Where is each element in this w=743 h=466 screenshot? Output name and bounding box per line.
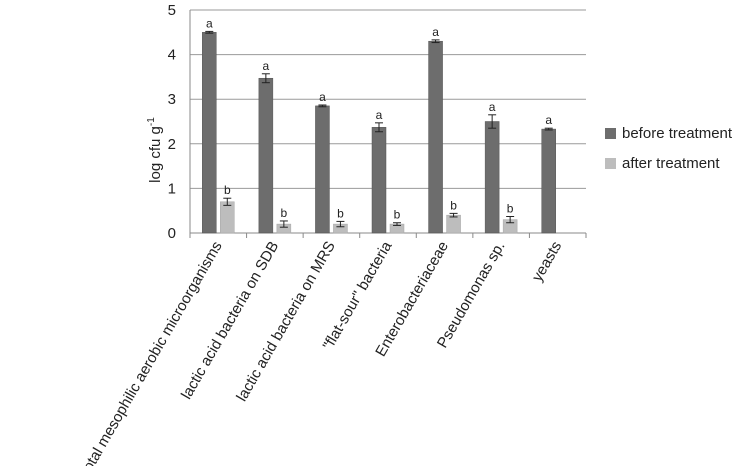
significance-label: a	[206, 16, 213, 30]
significance-label: b	[337, 206, 344, 220]
significance-label: b	[450, 198, 457, 212]
error-bar	[375, 122, 383, 133]
significance-label: a	[545, 113, 552, 127]
bar-before-4	[428, 40, 443, 234]
bar-after-4	[446, 214, 461, 234]
bar-before-0	[202, 32, 217, 234]
gridlines	[190, 9, 586, 189]
significance-label: a	[263, 59, 270, 73]
legend-label-0: before treatment	[622, 125, 733, 142]
error-bar	[431, 39, 440, 44]
error-bar	[506, 215, 515, 224]
bar-before-6	[541, 128, 556, 234]
x-category-label: yeasts	[529, 239, 565, 285]
legend-swatch-0	[605, 128, 616, 139]
y-tick-label: 0	[168, 225, 176, 242]
significance-label: b	[281, 206, 288, 220]
x-category-label: lactic acid bacteria on SDB	[178, 239, 282, 403]
y-tick-label: 5	[168, 2, 176, 19]
significance-label: b	[224, 183, 231, 197]
legend-swatch-1	[605, 158, 616, 169]
category-labels: total mesophilic aerobic microorganismsl…	[78, 238, 566, 466]
error-bar	[449, 212, 458, 218]
bar-before-5	[484, 121, 500, 234]
y-tick-label: 3	[168, 91, 176, 108]
significance-label: a	[432, 25, 439, 39]
legend: before treatment after treatment	[605, 125, 733, 172]
y-axis-label: log cfu g-1	[146, 117, 164, 183]
significance-label: a	[319, 90, 326, 104]
bar-after-0	[220, 201, 235, 234]
significance-label: a	[376, 108, 383, 122]
error-bar	[279, 220, 288, 228]
bar-before-1	[258, 77, 274, 234]
y-tick-label: 1	[168, 180, 176, 197]
significance-label: a	[489, 100, 496, 114]
bar-before-3	[371, 127, 387, 234]
y-tick-label: 2	[168, 136, 176, 153]
axes: 0 1 2 3 4 5	[168, 2, 587, 242]
y-tick-label: 4	[168, 47, 176, 64]
error-bar	[393, 222, 401, 226]
significance-label: b	[394, 208, 401, 222]
legend-label-1: after treatment	[622, 155, 720, 172]
error-bar	[261, 73, 270, 84]
error-bar	[336, 220, 345, 228]
error-bar	[223, 197, 232, 206]
error-bar	[544, 127, 553, 131]
x-category-label: lactic acid bacteria on MRS	[233, 239, 339, 405]
error-bar	[488, 114, 497, 129]
significance-label: b	[507, 201, 514, 215]
error-bar	[205, 30, 214, 34]
bar-before-2	[315, 105, 330, 234]
bars: a b a b a b a b a b a b a	[202, 16, 556, 234]
error-bar	[318, 104, 327, 108]
